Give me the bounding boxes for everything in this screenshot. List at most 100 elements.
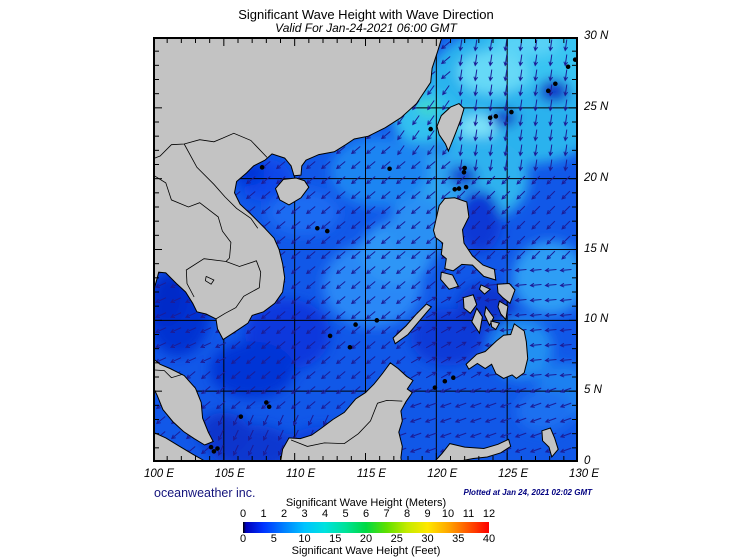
wave-height-blob: [209, 341, 295, 399]
wave-direction-arrow: [425, 356, 437, 364]
wave-direction-arrow: [501, 190, 511, 200]
wave-direction-arrow: [305, 161, 316, 170]
islands-ryukyu: [565, 64, 571, 70]
land-mainland-asia: [153, 37, 443, 341]
wave-direction-arrow: [200, 342, 212, 348]
wave-direction-arrow: [410, 221, 421, 230]
wave-direction-arrow: [440, 176, 451, 185]
wave-direction-arrow: [350, 206, 361, 215]
wave-direction-arrow: [529, 387, 542, 393]
colorbar-gradient: [243, 522, 489, 533]
wave-direction-arrow: [559, 282, 572, 288]
wave-direction-arrow: [533, 159, 538, 172]
credit-text: oceanweather inc.: [154, 486, 256, 500]
wave-direction-arrow: [425, 326, 437, 334]
wave-direction-arrow: [410, 266, 421, 275]
wave-direction-arrow: [395, 206, 406, 215]
wave-direction-arrow: [275, 401, 286, 410]
wave-direction-arrow: [275, 371, 286, 380]
wave-direction-arrow: [155, 282, 167, 288]
wave-direction-arrow: [518, 84, 523, 97]
colorbar-tick-label: 2: [280, 508, 288, 520]
lat-tick-label: 5 N: [584, 384, 602, 397]
wave-direction-arrow: [427, 130, 435, 141]
wave-direction-arrow: [395, 191, 406, 200]
wave-direction-arrow: [200, 327, 212, 333]
wave-direction-arrow: [185, 312, 197, 318]
wave-direction-arrow: [473, 114, 478, 127]
wave-direction-arrow: [410, 371, 422, 379]
wave-direction-arrow: [305, 326, 316, 335]
islands-batanes-babuyan: [452, 186, 458, 192]
colorbar-tick-label: 6: [362, 508, 370, 520]
wave-direction-arrow: [424, 447, 437, 453]
wave-direction-arrow: [365, 296, 376, 305]
wave-direction-arrow: [290, 326, 301, 335]
wave-direction-arrow: [335, 386, 346, 395]
wave-direction-arrow: [427, 85, 435, 96]
wave-direction-arrow: [290, 356, 301, 365]
wave-direction-arrow: [305, 386, 316, 395]
wave-direction-arrow: [395, 341, 406, 350]
wave-direction-arrow: [561, 175, 571, 185]
wave-direction-arrow: [245, 386, 256, 395]
wave-direction-arrow: [260, 326, 271, 335]
wave-direction-arrow: [230, 401, 241, 410]
wave-direction-arrow: [458, 69, 463, 82]
wave-direction-arrow: [503, 39, 508, 52]
wave-direction-arrow: [561, 250, 571, 260]
wave-direction-arrow: [260, 356, 271, 365]
wave-direction-arrow: [218, 444, 224, 456]
wave-direction-arrow: [335, 311, 346, 320]
wave-direction-arrow: [455, 371, 467, 379]
wave-direction-arrow: [185, 327, 197, 333]
wave-direction-arrow: [395, 221, 406, 230]
wave-direction-arrow: [516, 175, 526, 185]
wave-height-blob: [515, 389, 573, 433]
wave-direction-arrow: [290, 266, 301, 275]
wave-direction-arrow: [320, 161, 331, 170]
wave-direction-arrow: [514, 267, 527, 273]
wave-direction-arrow: [170, 312, 182, 318]
border-borneo-interior: [290, 399, 403, 447]
wave-direction-arrow: [471, 235, 481, 245]
wave-direction-arrow: [320, 281, 331, 290]
wave-direction-arrow: [544, 357, 557, 363]
wave-direction-arrow: [546, 220, 556, 230]
border-vietnam-laos: [183, 143, 259, 229]
wave-direction-arrow: [559, 312, 572, 318]
wave-height-blob: [388, 197, 451, 260]
wave-direction-arrow: [561, 205, 571, 215]
border-laos-thailand: [154, 175, 232, 259]
colorbar-tick-label: 12: [482, 508, 496, 520]
wave-direction-arrow: [278, 429, 284, 441]
wave-direction-arrow: [563, 69, 568, 82]
colorbar-tick-label: 30: [421, 533, 434, 545]
wave-direction-arrow: [350, 326, 361, 335]
wave-direction-arrow: [320, 356, 331, 365]
wave-direction-arrow: [529, 282, 542, 288]
wave-height-blob: [410, 309, 485, 366]
wave-direction-arrow: [473, 99, 478, 112]
wave-direction-arrow: [559, 267, 572, 273]
wave-direction-arrow: [365, 146, 376, 155]
wave-direction-arrow: [470, 371, 482, 379]
wave-direction-arrow: [350, 281, 361, 290]
islands-batanes-babuyan: [463, 184, 469, 190]
colorbar-tick-label: 4: [321, 508, 329, 520]
wave-direction-arrow: [215, 371, 226, 380]
island-pratas: [387, 166, 392, 172]
wave-direction-arrow: [335, 296, 346, 305]
wave-direction-arrow: [278, 444, 284, 456]
wave-direction-arrow: [155, 342, 167, 348]
wave-direction-arrow: [469, 402, 482, 408]
colorbar-tick-label: 20: [359, 533, 373, 545]
wave-direction-arrow: [514, 282, 527, 288]
wave-direction-arrow: [305, 251, 316, 260]
wave-direction-arrow: [456, 175, 466, 185]
wave-direction-arrow: [531, 250, 541, 260]
wave-direction-arrow: [275, 386, 286, 395]
wave-direction-arrow: [350, 266, 361, 275]
wave-direction-arrow: [320, 371, 331, 380]
wave-direction-arrow: [260, 341, 271, 350]
